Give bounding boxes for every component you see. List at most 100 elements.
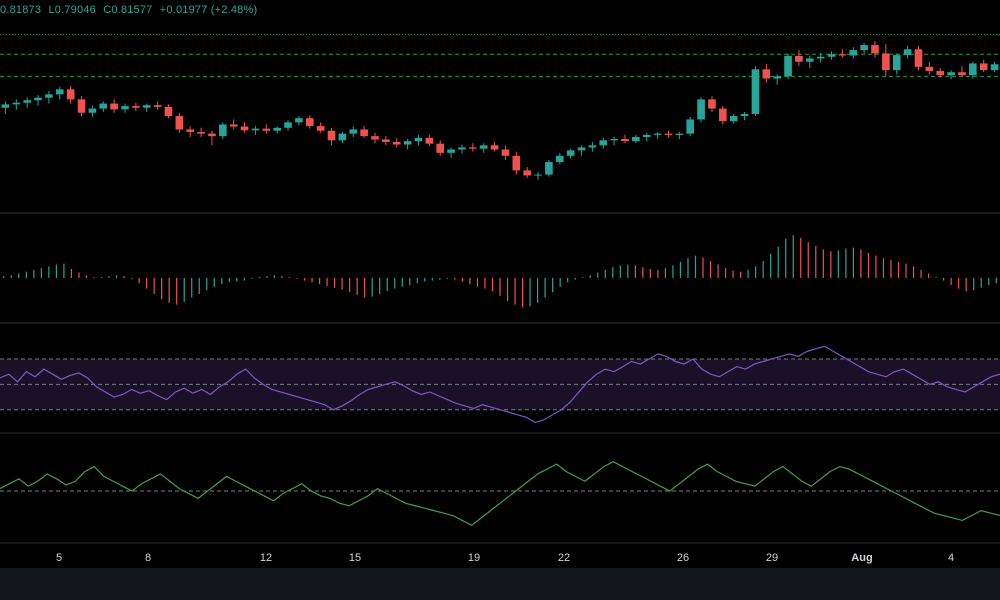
oscillator-line bbox=[0, 461, 1000, 527]
candle-body bbox=[349, 129, 358, 134]
x-tick-label: 26 bbox=[677, 552, 689, 564]
candle-body bbox=[479, 145, 488, 149]
candle-body bbox=[512, 155, 521, 171]
candle-body bbox=[729, 116, 738, 122]
x-tick-label: 4 bbox=[948, 552, 954, 564]
candle-body bbox=[186, 129, 195, 132]
candle-body bbox=[892, 55, 901, 71]
candle-body bbox=[990, 64, 999, 71]
ohlc-change: +0.01977 (+2.48%) bbox=[159, 4, 258, 16]
candle-body bbox=[403, 141, 412, 145]
candle-body bbox=[273, 127, 281, 131]
candle-body bbox=[338, 133, 347, 141]
candle-body bbox=[164, 106, 173, 117]
candle-body bbox=[219, 124, 227, 137]
candle-body bbox=[1, 104, 10, 108]
macd-histogram-pane[interactable] bbox=[3, 235, 997, 308]
x-tick-label: Aug bbox=[851, 552, 872, 564]
candle-body bbox=[110, 103, 118, 110]
candle-body bbox=[979, 63, 988, 71]
candle-body bbox=[740, 114, 749, 117]
candle-body bbox=[23, 100, 31, 103]
candle-body bbox=[686, 119, 695, 134]
candle-body bbox=[762, 69, 771, 79]
candle-body bbox=[316, 126, 325, 131]
candle-body bbox=[153, 105, 162, 107]
x-tick-label: 12 bbox=[260, 552, 272, 564]
candle-body bbox=[708, 99, 716, 109]
candle-body bbox=[360, 129, 368, 137]
candle-body bbox=[838, 54, 847, 56]
candle-body bbox=[795, 55, 803, 62]
candle-body bbox=[327, 130, 336, 141]
time-axis[interactable]: 5 8 12 15 19 22 26 29 Aug 4 bbox=[56, 552, 954, 564]
candle-body bbox=[936, 70, 945, 76]
candle-body bbox=[642, 134, 651, 137]
candle-body bbox=[534, 174, 542, 176]
candle-body bbox=[555, 155, 564, 163]
candle-body bbox=[588, 145, 597, 148]
candle-body bbox=[621, 139, 629, 142]
rsi-pane[interactable] bbox=[0, 345, 1000, 424]
candle-body bbox=[371, 136, 379, 140]
candle-body bbox=[947, 72, 955, 76]
candle-body bbox=[490, 145, 499, 150]
candle-body bbox=[577, 147, 586, 151]
candle-body bbox=[240, 126, 249, 131]
x-tick-label: 22 bbox=[558, 552, 570, 564]
candle-body bbox=[805, 58, 814, 62]
candle-body bbox=[925, 66, 934, 71]
candle-body bbox=[414, 137, 423, 142]
candle-body bbox=[871, 45, 879, 54]
candle-body bbox=[773, 76, 781, 79]
candle-body bbox=[392, 141, 401, 145]
candle-body bbox=[697, 99, 705, 120]
candle-body bbox=[12, 102, 21, 105]
candle-body bbox=[34, 97, 42, 101]
candle-body bbox=[751, 69, 760, 114]
candle-body bbox=[88, 108, 97, 113]
price-pane[interactable] bbox=[0, 34, 1000, 180]
candle-body bbox=[208, 133, 216, 137]
candle-body bbox=[632, 136, 640, 142]
oscillator-pane[interactable] bbox=[0, 461, 1000, 527]
candle-body bbox=[914, 49, 923, 67]
candle-body bbox=[816, 56, 825, 59]
x-tick-label: 15 bbox=[349, 552, 361, 564]
candle-body bbox=[784, 55, 792, 77]
candle-body bbox=[66, 89, 75, 100]
x-tick-label: 29 bbox=[766, 552, 778, 564]
candle-body bbox=[77, 99, 86, 113]
candle-body bbox=[969, 63, 977, 76]
candle-body bbox=[469, 147, 477, 149]
candle-body bbox=[436, 143, 445, 153]
candle-body bbox=[882, 53, 890, 71]
candle-body bbox=[903, 49, 912, 56]
candle-body bbox=[382, 139, 390, 142]
ohlc-legend: 0.81873 L0.79046 C0.81577 +0.01977 (+2.4… bbox=[0, 4, 261, 16]
candle-body bbox=[599, 140, 608, 146]
candle-body bbox=[958, 72, 966, 76]
ohlc-low: L0.79046 bbox=[48, 4, 96, 16]
ohlc-high: 0.81873 bbox=[0, 4, 42, 16]
candle-body bbox=[132, 106, 140, 108]
candle-body bbox=[501, 149, 510, 156]
candle-body bbox=[295, 118, 303, 123]
candle-body bbox=[860, 45, 868, 51]
ohlc-close: C0.81577 bbox=[103, 4, 153, 16]
candle-body bbox=[827, 54, 836, 57]
candle-body bbox=[523, 170, 531, 176]
candle-body bbox=[545, 162, 553, 175]
candle-body bbox=[664, 133, 673, 135]
candle-body bbox=[55, 89, 64, 95]
candle-body bbox=[458, 147, 466, 150]
candle-body bbox=[447, 149, 455, 153]
x-tick-label: 5 bbox=[56, 552, 62, 564]
candle-body bbox=[610, 139, 618, 141]
candle-body bbox=[121, 106, 129, 110]
candle-body bbox=[305, 118, 314, 127]
candle-body bbox=[197, 131, 205, 134]
candle-body bbox=[99, 103, 108, 109]
